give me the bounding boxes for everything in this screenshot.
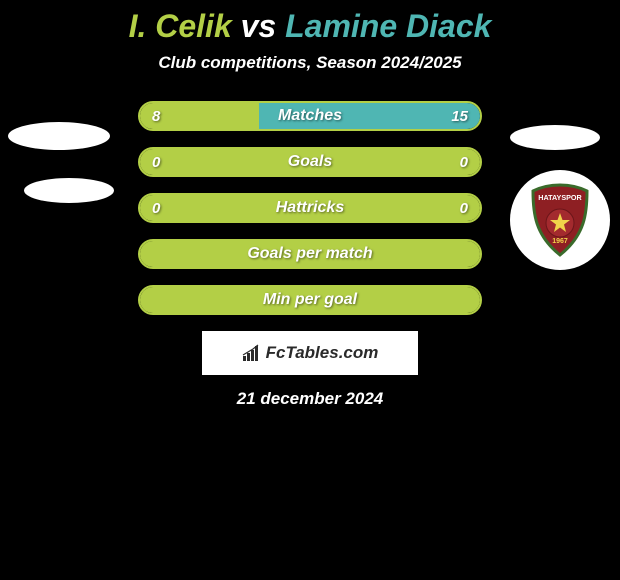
vs-text: vs [241,8,277,44]
row-value-left: 0 [152,149,160,175]
row-label: Matches [140,103,480,129]
badge-top-text: HATAYSPOR [538,193,582,202]
row-label: Goals per match [140,241,480,267]
row-label: Goals [140,149,480,175]
comparison-row: Goals per match [138,239,482,269]
shield-icon: HATAYSPOR 1967 [529,183,591,257]
comparison-row: Goals0 0 [138,147,482,177]
row-value-right: 0 [460,195,468,221]
page-title: I. Celik vs Lamine Diack [0,0,620,45]
player2-name: Lamine Diack [285,8,491,44]
row-value-right: 0 [460,149,468,175]
logo-box: FcTables.com [202,331,418,375]
flag-placeholder-left-1 [8,122,110,150]
flag-placeholder-left-2 [24,178,114,203]
logo-text: FcTables.com [266,343,379,363]
comparison-row: Min per goal [138,285,482,315]
comparison-rows: Matches815Goals00Hattricks00Goals per ma… [138,101,482,315]
row-value-left: 8 [152,103,160,129]
badge-year: 1967 [552,238,568,245]
row-value-left: 0 [152,195,160,221]
player1-name: I. Celik [129,8,232,44]
comparison-row: Matches8 15 [138,101,482,131]
row-value-right: 15 [451,103,468,129]
date-text: 21 december 2024 [0,389,620,409]
comparison-row: Hattricks0 0 [138,193,482,223]
row-label: Min per goal [140,287,480,313]
club-badge: HATAYSPOR 1967 [510,170,610,270]
flag-placeholder-right [510,125,600,150]
bars-icon [242,344,262,362]
content-area: HATAYSPOR 1967 Matches815Goals00Hattrick… [0,73,620,409]
subtitle: Club competitions, Season 2024/2025 [0,53,620,73]
row-label: Hattricks [140,195,480,221]
